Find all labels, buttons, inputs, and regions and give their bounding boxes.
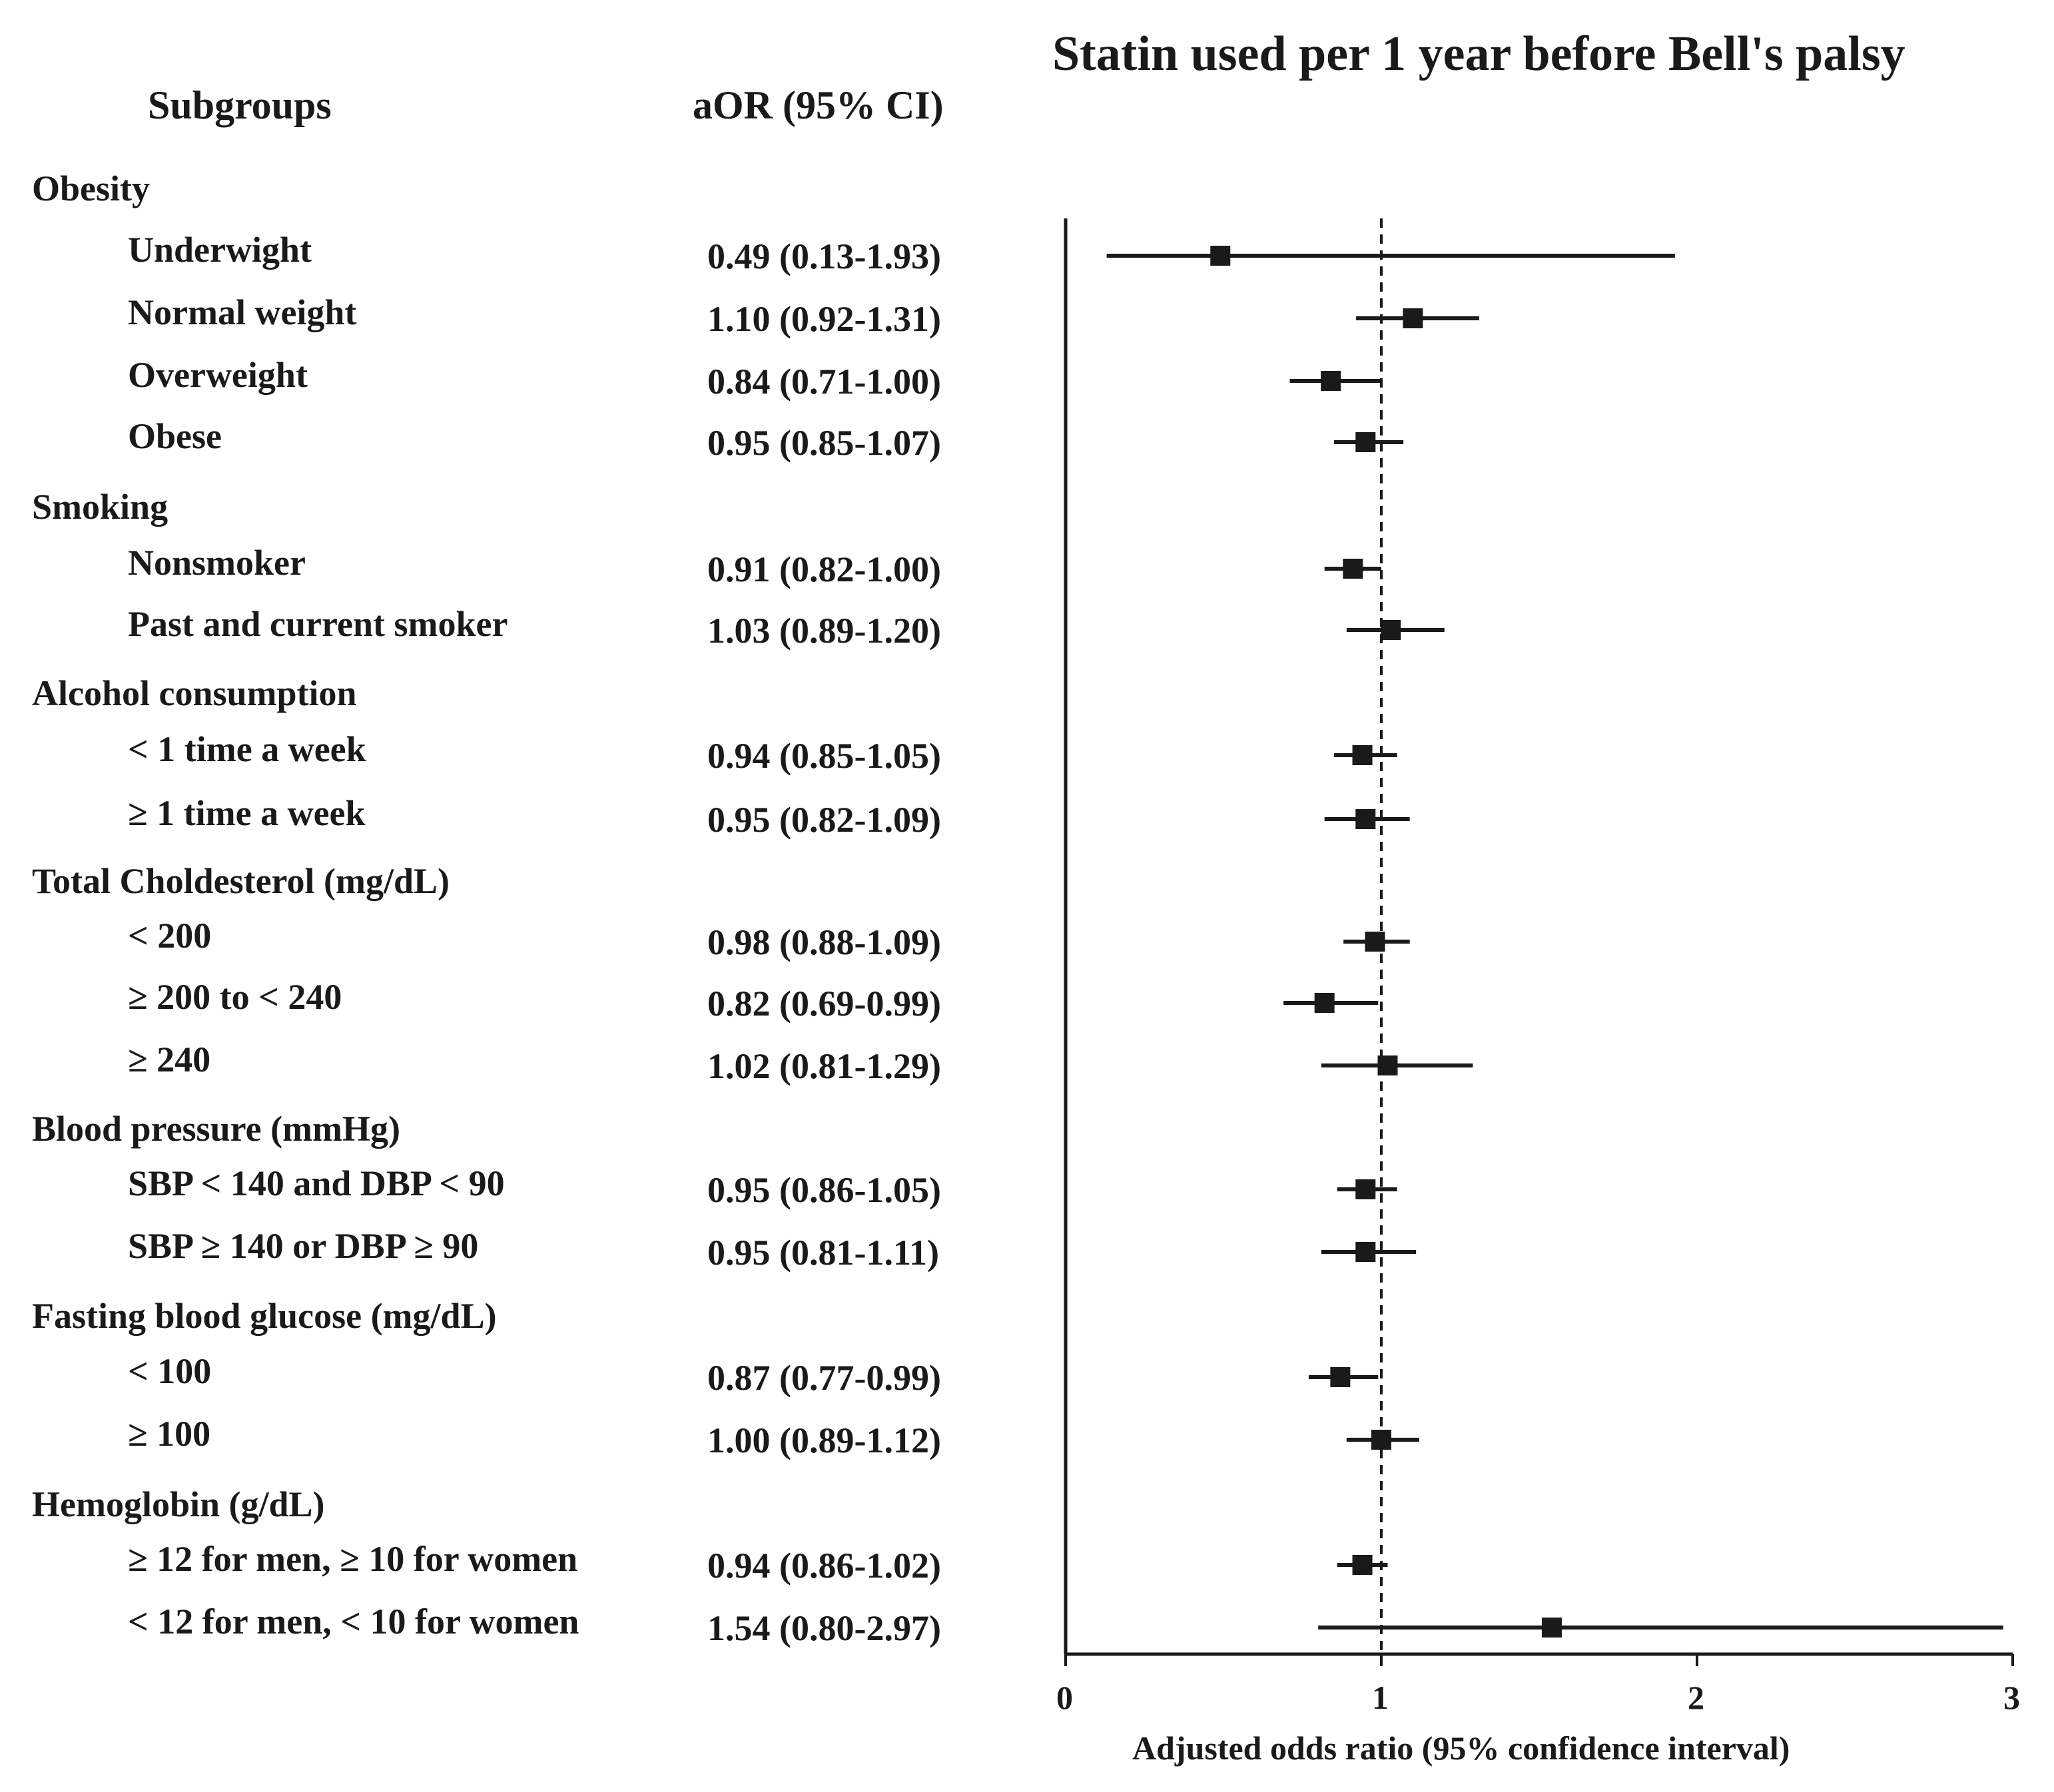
aor-value: 0.95 (0.81-1.11) [707,1233,939,1273]
group-label: Alcohol consumption [32,673,357,713]
subgroup-label: < 200 [128,916,212,956]
subgroup-label: < 12 for men, < 10 for women [128,1602,579,1642]
subgroup-label: SBP ≥ 140 or DBP ≥ 90 [128,1226,479,1266]
group-label: Total Choldesterol (mg/dL) [32,861,450,901]
aor-value: 0.98 (0.88-1.09) [707,922,941,962]
point-estimate [1355,809,1376,829]
aor-header: aOR (95% CI) [693,83,944,127]
point-estimate [1355,1179,1376,1199]
group-label: Hemoglobin (g/dL) [32,1484,325,1524]
x-tick-label: 3 [2003,1679,2020,1716]
point-estimate [1352,745,1373,765]
aor-value: 1.54 (0.80-2.97) [707,1608,941,1648]
point-estimate [1352,1555,1373,1575]
group-label: Blood pressure (mmHg) [32,1109,400,1149]
aor-value: 0.87 (0.77-0.99) [707,1358,941,1398]
x-tick-label: 2 [1688,1679,1704,1716]
aor-value: 0.95 (0.85-1.07) [707,423,941,463]
subgroup-label: ≥ 200 to < 240 [128,977,342,1017]
group-label: Fasting blood glucose (mg/dL) [32,1296,497,1336]
x-axis-label: Adjusted odds ratio (95% confidence inte… [1132,1729,1790,1767]
point-estimate [1365,932,1385,952]
aor-value: 0.49 (0.13-1.93) [707,236,941,276]
point-estimate [1343,559,1363,579]
point-estimate [1321,371,1341,391]
aor-value: 1.00 (0.89-1.12) [707,1420,941,1460]
aor-value: 0.94 (0.86-1.02) [707,1546,941,1586]
aor-value: 1.02 (0.81-1.29) [707,1046,941,1086]
point-estimate [1210,246,1231,266]
x-tick-label: 0 [1056,1679,1073,1716]
chart-title: Statin used per 1 year before Bell's pal… [1052,27,1905,81]
aor-value: 0.94 (0.85-1.05) [707,736,941,776]
x-tick-label: 1 [1372,1679,1389,1716]
aor-value: 0.95 (0.82-1.09) [707,800,941,840]
point-estimate [1314,993,1335,1013]
group-label: Smoking [32,487,169,527]
subgroups-header: Subgroups [148,83,332,127]
subgroup-label: Normal weight [128,292,357,332]
aor-value: 1.10 (0.92-1.31) [707,299,941,339]
point-estimate [1403,308,1423,328]
subgroup-label: < 100 [128,1351,212,1391]
point-estimate [1355,1242,1376,1262]
subgroup-label: Nonsmoker [128,543,306,583]
point-estimate [1377,1055,1398,1075]
group-label: Obesity [32,168,151,208]
subgroup-label: Obese [128,416,222,456]
aor-value: 0.91 (0.82-1.00) [707,549,941,589]
subgroup-label: SBP < 140 and DBP < 90 [128,1163,505,1203]
aor-value: 0.82 (0.69-0.99) [707,984,941,1024]
subgroup-label: < 1 time a week [128,729,366,769]
subgroup-label: Overweight [128,355,308,395]
subgroup-label: ≥ 240 [128,1040,211,1079]
subgroup-label: Past and current smoker [128,604,508,644]
subgroup-label: ≥ 12 for men, ≥ 10 for women [128,1539,578,1579]
aor-value: 1.03 (0.89-1.20) [707,611,941,651]
point-estimate [1330,1367,1351,1387]
subgroup-label: Underwight [128,230,312,270]
point-estimate [1355,432,1376,452]
aor-value: 0.84 (0.71-1.00) [707,362,941,402]
point-estimate [1371,1430,1391,1450]
aor-value: 0.95 (0.86-1.05) [707,1170,941,1210]
subgroup-label: ≥ 1 time a week [128,793,366,833]
point-estimate [1381,620,1401,640]
subgroup-label: ≥ 100 [128,1414,211,1454]
point-estimate [1541,1618,1562,1638]
